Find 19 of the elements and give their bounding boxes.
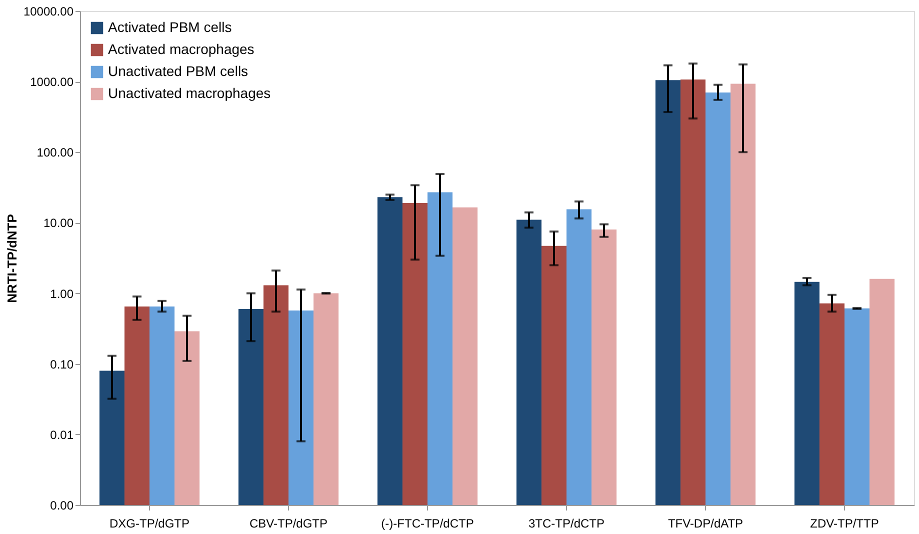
y-tick-label: 10.00: [43, 216, 74, 230]
x-tick-label: TFV-DP/dATP: [668, 516, 744, 530]
y-tick-label: 10000.00: [23, 4, 74, 18]
y-tick-label: 1000.00: [30, 75, 74, 90]
y-tick-label: 0.00: [50, 498, 74, 512]
x-tick-label: (-)-FTC-TP/dCTP: [381, 516, 474, 530]
y-tick-label: 100.00: [36, 146, 74, 160]
legend-label: Unactivated PBM cells: [108, 63, 248, 79]
x-tick-label: ZDV-TP/TTP: [810, 516, 879, 530]
legend-label: Activated PBM cells: [108, 19, 232, 35]
y-tick-label: 1.00: [50, 286, 74, 301]
x-tick-label: 3TC-TP/dCTP: [528, 516, 605, 530]
y-tick-label: 0.01: [50, 428, 74, 442]
x-tick-label: DXG-TP/dGTP: [109, 516, 190, 530]
x-tick-label: CBV-TP/dGTP: [249, 516, 328, 530]
legend-label: Unactivated macrophages: [108, 85, 271, 101]
y-tick-label: 0.10: [50, 357, 74, 372]
legend-label: Activated macrophages: [108, 41, 254, 57]
y-axis-title: NRTI-TP/dNTP: [4, 214, 20, 303]
